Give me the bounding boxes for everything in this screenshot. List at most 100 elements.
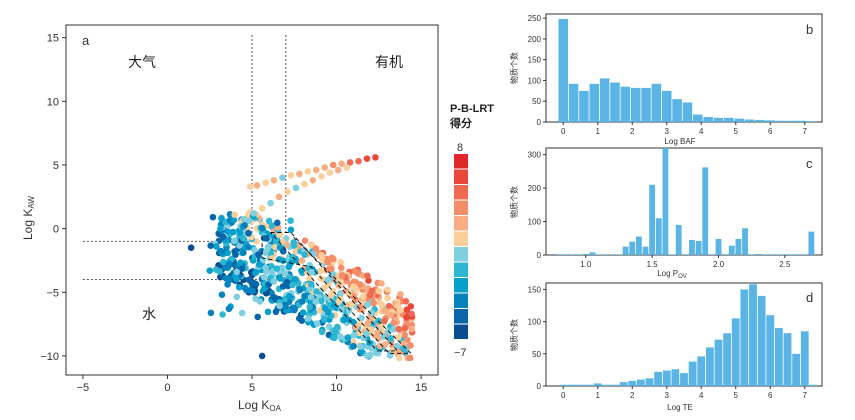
histogram-bar xyxy=(602,254,609,255)
histogram-bar xyxy=(755,253,762,255)
histogram-bar xyxy=(593,383,602,386)
x-axis-label-d: Log TE xyxy=(667,403,693,412)
y-tick-label: 5 xyxy=(53,160,59,172)
histogram-bar xyxy=(629,241,636,255)
scatter-point xyxy=(279,283,287,290)
scatter-point xyxy=(233,268,241,276)
scatter-point xyxy=(307,293,315,301)
histogram-bar xyxy=(809,384,818,386)
scatter-point xyxy=(240,234,247,242)
colorbar: P-B-LRT 得分 8 −7 xyxy=(449,103,494,359)
histogram-bar xyxy=(655,218,662,255)
scatter-point xyxy=(387,311,395,319)
x-tick-label: 5 xyxy=(249,382,255,394)
histogram-bar xyxy=(796,120,807,122)
histogram-bar xyxy=(735,238,742,255)
histogram-bar xyxy=(569,254,576,255)
histogram-bar xyxy=(808,231,815,255)
colorbar-title-line2: 得分 xyxy=(449,116,472,130)
histogram-bar xyxy=(635,236,642,255)
x-tick-label: 7 xyxy=(803,127,808,136)
scatter-point xyxy=(254,313,262,321)
scatter-point xyxy=(301,251,308,258)
scatter-point xyxy=(380,333,388,341)
scatter-point xyxy=(225,305,233,313)
scatter-point xyxy=(251,246,259,254)
histogram-bar xyxy=(589,252,596,255)
scatter-point xyxy=(369,344,376,352)
scatter-point xyxy=(301,237,309,245)
x-tick-label: 5 xyxy=(734,127,739,136)
histogram-bar xyxy=(682,254,689,255)
y-tick-label: 15 xyxy=(47,33,59,45)
scatter-point xyxy=(298,257,306,264)
x-tick-label: 3 xyxy=(665,391,670,400)
scatter-point xyxy=(249,287,256,295)
scatter-point xyxy=(348,300,356,308)
scatter-point xyxy=(350,342,357,350)
scatter-point xyxy=(350,318,357,326)
scatter-point xyxy=(344,334,352,341)
scatter-point xyxy=(260,273,268,281)
x-tick-label: 10 xyxy=(330,382,342,394)
scatter-point xyxy=(381,341,389,348)
scatter-point xyxy=(384,286,391,294)
histogram-bar xyxy=(576,384,585,386)
scatter-point xyxy=(264,243,272,251)
x-tick-label: 6 xyxy=(768,391,773,400)
x-tick-label: 2.0 xyxy=(713,260,725,269)
scatter-point xyxy=(386,352,394,359)
panel-c-frame xyxy=(545,147,823,256)
histogram-bar xyxy=(774,328,783,386)
scatter-point xyxy=(325,323,333,330)
scatter-point xyxy=(292,184,300,192)
scatter-point xyxy=(338,160,345,168)
histogram-bar xyxy=(749,284,757,386)
scatter-point xyxy=(308,269,315,276)
scatter-point xyxy=(219,258,227,266)
scatter-point xyxy=(345,307,353,314)
histogram-bar xyxy=(783,333,792,386)
scatter-point xyxy=(284,188,291,196)
scatter-point xyxy=(287,226,295,234)
scatter-point xyxy=(394,349,402,356)
scatter-point xyxy=(329,255,337,263)
scatter-point xyxy=(376,342,384,350)
scatter-point xyxy=(224,228,232,235)
scatter-point xyxy=(381,317,388,325)
y-tick-label: 100 xyxy=(528,218,542,227)
scatter-point xyxy=(357,343,364,350)
scatter-point xyxy=(250,210,257,217)
histogram-bar xyxy=(697,356,706,386)
scatter-point xyxy=(272,308,280,316)
scatter-point xyxy=(337,258,344,266)
scatter-point xyxy=(229,228,237,236)
x-tick-label: 1 xyxy=(596,127,601,136)
scatter-point xyxy=(296,286,304,294)
scatter-point xyxy=(328,265,335,273)
scatter-point xyxy=(340,316,348,324)
scatter-point xyxy=(273,265,281,272)
y-axis-label-d: 物质个数 xyxy=(509,319,519,351)
scatter-point xyxy=(267,199,274,207)
panel-d: 0 1 2 3 4 5 6 7 0 50 100 150 d Log TE 物质个数 xyxy=(509,282,823,412)
colorbar-swatch xyxy=(454,154,468,169)
scatter-point xyxy=(400,340,407,347)
histogram-bar xyxy=(620,86,631,122)
region-label-air: 大气 xyxy=(128,54,156,70)
scatter-point xyxy=(282,303,289,310)
histogram-bar xyxy=(792,353,801,386)
scatter-point xyxy=(306,274,313,282)
histogram-bar xyxy=(558,18,569,122)
scatter-point xyxy=(321,164,329,171)
scatter-point xyxy=(231,211,239,218)
scatter-point xyxy=(334,166,342,174)
scatter-point xyxy=(402,297,410,305)
scatter-point xyxy=(338,272,346,280)
x-tick-label: 6 xyxy=(768,127,773,136)
histogram-bar xyxy=(642,246,649,255)
histogram-bar xyxy=(781,254,788,255)
scatter-point xyxy=(384,328,392,336)
x-tick-label: 1.0 xyxy=(580,260,592,269)
scatter-point xyxy=(368,309,375,316)
